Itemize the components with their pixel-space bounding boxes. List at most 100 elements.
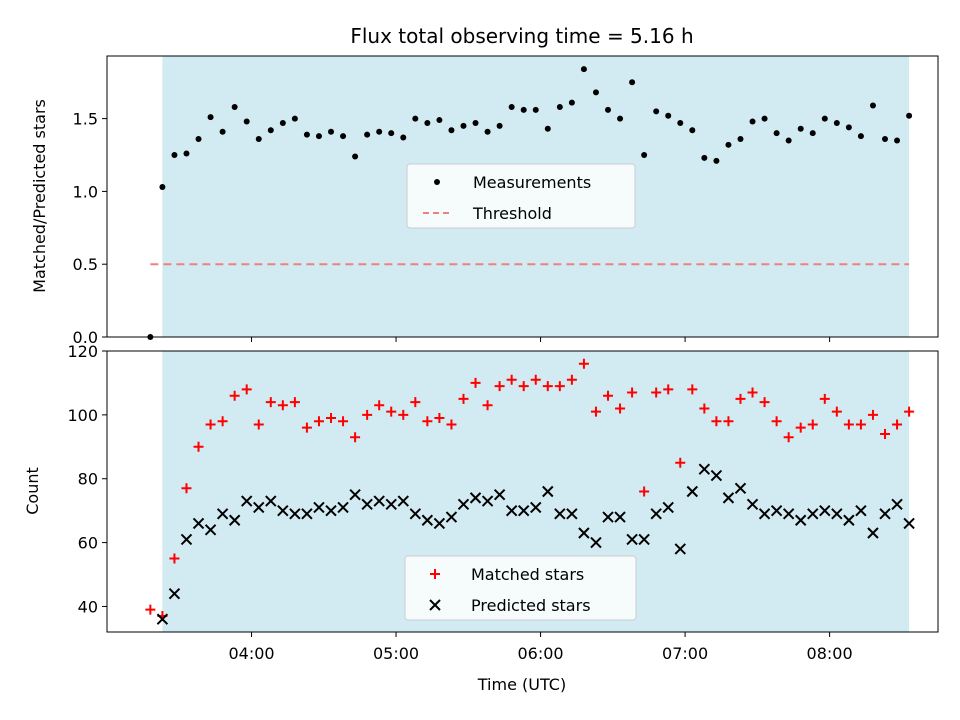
data-point-dot (508, 103, 515, 110)
data-point-x (782, 508, 795, 520)
data-point-x (265, 495, 277, 507)
data-point-plus (795, 422, 806, 433)
data-point-x (325, 504, 337, 517)
data-point-plus (326, 413, 337, 424)
legend-label: Matched stars (471, 565, 584, 584)
data-point-x (156, 613, 169, 625)
data-point-x (843, 514, 855, 526)
y-tick-label: 0.5 (73, 255, 98, 274)
data-point-plus (458, 393, 469, 404)
legend-box (406, 163, 636, 229)
data-point-dot (183, 150, 190, 157)
data-point-x (349, 488, 361, 501)
data-point-dot (737, 135, 744, 142)
data-point-plus (651, 387, 662, 398)
data-point-dot (857, 133, 864, 140)
data-point-plus (590, 406, 601, 417)
data-point-dot (869, 102, 876, 109)
legend: Matched stars Predicted stars (404, 555, 637, 621)
data-point-plus (735, 393, 746, 404)
data-point-dot (388, 130, 395, 137)
bottom-y-axis-label: Count (23, 467, 42, 515)
data-point-x (638, 533, 650, 546)
data-point-plus (783, 432, 794, 443)
legend-swatch-dot (434, 179, 440, 185)
top-y-axis-label: Matched/Predicted stars (30, 99, 49, 293)
data-point-x (686, 485, 699, 498)
data-point-plus (145, 604, 156, 615)
data-point-x (831, 508, 843, 520)
data-point-dot (159, 184, 166, 191)
y-tick-label: 1.0 (73, 182, 98, 201)
data-point-x (457, 498, 470, 510)
data-point-plus (675, 457, 686, 468)
data-point-dot (460, 122, 467, 129)
data-point-plus (530, 374, 541, 385)
data-point-x (650, 508, 662, 520)
data-point-x (819, 504, 831, 517)
data-point-x (361, 498, 373, 510)
data-point-dot (448, 127, 455, 134)
y-tick-label: 40 (78, 597, 98, 616)
data-point-x (493, 488, 506, 501)
data-point-x (192, 517, 205, 530)
data-point-plus (169, 553, 180, 564)
data-point-dot (773, 130, 780, 137)
data-point-plus (880, 429, 891, 440)
data-point-dot (291, 115, 298, 122)
data-point-dot (496, 122, 503, 129)
legend-label: Predicted stars (471, 596, 591, 615)
data-point-dot (472, 119, 479, 126)
data-point-x (855, 504, 867, 517)
data-point-x (469, 492, 482, 504)
data-point-dot (195, 135, 202, 142)
data-point-plus (241, 384, 252, 395)
data-point-dot (809, 130, 816, 137)
legend-swatch-plus (430, 569, 440, 579)
data-point-dot (882, 135, 889, 142)
data-point-x (590, 536, 602, 549)
data-point-x (530, 501, 542, 514)
data-point-dot (412, 115, 419, 122)
data-point-dot (797, 125, 804, 132)
data-point-x (698, 463, 711, 475)
data-point-plus (446, 419, 457, 430)
data-point-dot (701, 154, 708, 161)
data-point-x (168, 587, 181, 600)
data-point-dot (279, 119, 286, 126)
data-point-x (421, 514, 434, 526)
y-tick-label: 0.0 (73, 328, 98, 347)
data-point-dot (364, 131, 371, 138)
x-tick-label: 06:00 (518, 644, 564, 663)
data-point-x (180, 533, 193, 546)
data-point-dot (267, 127, 274, 134)
data-point-plus (639, 486, 650, 497)
data-point-dot (845, 124, 852, 131)
legend-box (404, 555, 637, 621)
data-point-x (204, 524, 217, 536)
data-point-dot (484, 128, 491, 135)
data-point-plus (350, 432, 361, 443)
y-tick-label: 80 (78, 470, 98, 489)
data-point-plus (663, 384, 674, 395)
data-point-x (807, 508, 819, 520)
data-point-dot (556, 103, 563, 110)
x-tick-label: 05:00 (373, 644, 419, 663)
data-point-plus (518, 381, 529, 392)
data-point-x (240, 495, 253, 507)
data-point-plus (807, 419, 818, 430)
plot-frame (106, 350, 939, 633)
data-point-dot (376, 128, 383, 135)
data-point-x (517, 504, 530, 517)
data-point-plus (711, 416, 722, 427)
data-point-dot (424, 119, 431, 126)
data-point-plus (362, 409, 373, 420)
top-panel: 0.0 0.5 1.0 1.5 Measurements Threshold (73, 55, 939, 347)
data-point-dot (243, 118, 250, 125)
data-point-plus (566, 374, 577, 385)
data-point-dot (785, 137, 792, 144)
data-point-x (277, 504, 289, 517)
data-point-dot (520, 106, 527, 113)
data-point-dot (617, 115, 624, 122)
